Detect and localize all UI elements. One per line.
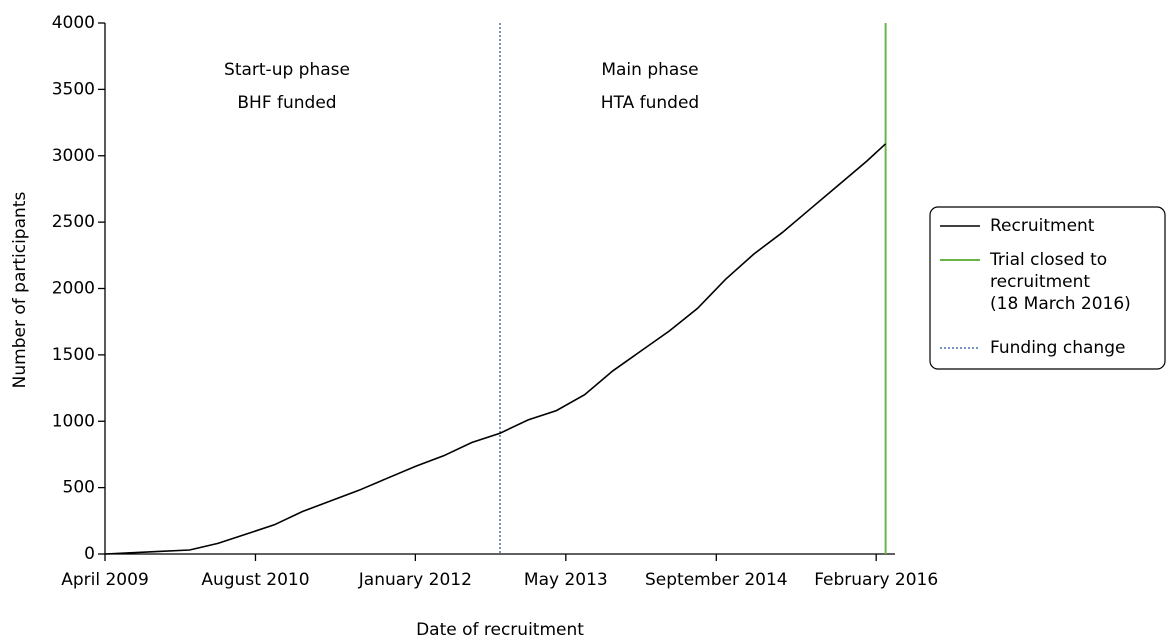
y-axis-label: Number of participants [10, 192, 30, 389]
legend-label: Recruitment [990, 216, 1095, 236]
y-tick-label: 4000 [52, 13, 95, 33]
x-tick-label: February 2016 [814, 570, 938, 590]
legend-label: recruitment [990, 272, 1090, 292]
legend-label: Funding change [990, 338, 1125, 358]
x-tick-label: August 2010 [201, 570, 309, 590]
y-tick-label: 1500 [52, 345, 95, 365]
y-tick-label: 2000 [52, 279, 95, 299]
annotation: Start-up phase [224, 60, 350, 80]
y-tick-label: 3500 [52, 79, 95, 99]
y-tick-label: 3000 [52, 146, 95, 166]
y-tick-label: 2500 [52, 212, 95, 232]
x-axis-label: Date of recruitment [416, 620, 584, 640]
annotation: HTA funded [601, 93, 699, 113]
y-tick-label: 500 [63, 478, 95, 498]
annotation: Main phase [601, 60, 698, 80]
line-series [104, 143, 887, 555]
legend-label: Trial closed to [989, 250, 1107, 270]
x-tick-label: September 2014 [645, 570, 788, 590]
x-tick-label: January 2012 [358, 570, 472, 590]
annotation: BHF funded [237, 93, 336, 113]
legend-label: (18 March 2016) [990, 294, 1131, 314]
x-tick-label: April 2009 [61, 570, 149, 590]
legend-box [929, 206, 1166, 370]
y-tick-label: 0 [84, 544, 95, 564]
y-tick-label: 1000 [52, 411, 95, 431]
x-tick-label: May 2013 [524, 570, 608, 590]
